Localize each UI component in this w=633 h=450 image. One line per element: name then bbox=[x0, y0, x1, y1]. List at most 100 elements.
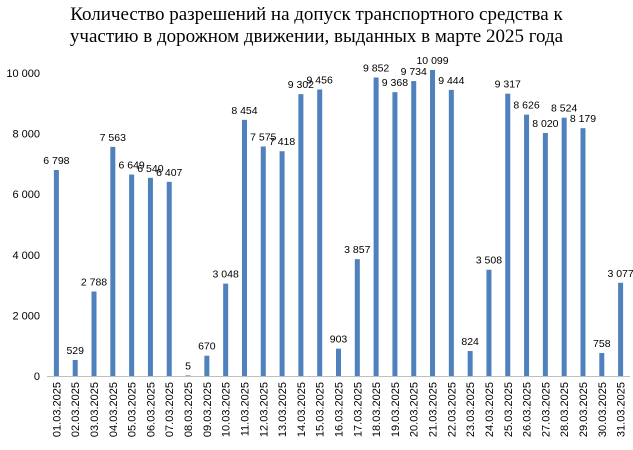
x-tick-label: 08.03.2025 bbox=[183, 382, 195, 437]
x-tick-label: 04.03.2025 bbox=[108, 382, 120, 437]
bar bbox=[72, 359, 78, 376]
x-tick-label: 01.03.2025 bbox=[51, 382, 63, 437]
bar bbox=[467, 351, 473, 376]
bar bbox=[430, 70, 436, 376]
data-label: 8 524 bbox=[551, 103, 577, 115]
data-label: 824 bbox=[461, 336, 479, 348]
x-tick-label: 10.03.2025 bbox=[221, 382, 233, 437]
x-tick-label: 21.03.2025 bbox=[428, 382, 440, 437]
chart-title: Количество разрешений на допуск транспор… bbox=[0, 4, 633, 48]
data-label: 8 626 bbox=[513, 100, 539, 112]
x-tick-label: 28.03.2025 bbox=[559, 382, 571, 437]
x-tick-label: 17.03.2025 bbox=[352, 382, 364, 437]
bar bbox=[91, 291, 97, 376]
bar bbox=[618, 282, 624, 376]
bar bbox=[147, 177, 153, 376]
bar bbox=[260, 146, 266, 376]
x-tick-label: 25.03.2025 bbox=[503, 382, 515, 437]
bar bbox=[354, 259, 360, 376]
data-label: 529 bbox=[66, 345, 84, 357]
bar bbox=[505, 93, 511, 377]
data-label: 6 798 bbox=[43, 155, 69, 167]
bar bbox=[561, 117, 567, 376]
data-label: 10 099 bbox=[416, 55, 448, 67]
chart-title-line-1: Количество разрешений на допуск транспор… bbox=[70, 4, 563, 25]
bar bbox=[279, 151, 285, 376]
data-label: 758 bbox=[593, 338, 611, 350]
data-label: 9 456 bbox=[307, 74, 333, 86]
x-tick-label: 18.03.2025 bbox=[371, 382, 383, 437]
x-tick-label: 29.03.2025 bbox=[578, 382, 590, 437]
x-tick-label: 13.03.2025 bbox=[277, 382, 289, 437]
x-tick-label: 15.03.2025 bbox=[315, 382, 327, 437]
data-label: 7 563 bbox=[100, 132, 126, 144]
x-tick-label: 24.03.2025 bbox=[484, 382, 496, 437]
data-label: 9 302 bbox=[288, 79, 314, 91]
data-label: 6 649 bbox=[118, 160, 144, 172]
x-tick-label: 02.03.2025 bbox=[70, 382, 82, 437]
bar bbox=[524, 114, 530, 376]
data-label: 3 048 bbox=[213, 269, 239, 281]
bar bbox=[317, 89, 323, 376]
bar bbox=[241, 119, 247, 376]
x-tick-label: 31.03.2025 bbox=[616, 382, 628, 437]
data-label: 9 368 bbox=[382, 77, 408, 89]
bar bbox=[185, 375, 191, 376]
bar bbox=[580, 128, 586, 376]
bar bbox=[336, 348, 341, 376]
x-tick-label: 07.03.2025 bbox=[164, 382, 176, 437]
data-label: 9 852 bbox=[363, 62, 389, 74]
data-label: 3 077 bbox=[607, 268, 633, 280]
bar bbox=[448, 89, 454, 376]
data-label: 3 508 bbox=[476, 255, 502, 267]
y-tick-label: 4 000 bbox=[12, 250, 40, 262]
x-tick-label: 27.03.2025 bbox=[540, 382, 552, 437]
bar bbox=[223, 283, 229, 376]
y-tick-label: 2 000 bbox=[12, 310, 40, 322]
x-tick-label: 14.03.2025 bbox=[296, 382, 308, 437]
x-tick-label: 30.03.2025 bbox=[597, 382, 609, 437]
data-label: 2 788 bbox=[81, 277, 107, 289]
x-tick-label: 03.03.2025 bbox=[89, 382, 101, 437]
bar bbox=[110, 146, 116, 376]
x-tick-label: 20.03.2025 bbox=[409, 382, 421, 437]
bar bbox=[486, 269, 492, 376]
x-tick-label: 09.03.2025 bbox=[202, 382, 214, 437]
bar bbox=[129, 174, 135, 376]
bar bbox=[599, 353, 605, 376]
bar bbox=[411, 81, 417, 376]
x-tick-label: 12.03.2025 bbox=[258, 382, 270, 437]
x-tick-label: 11.03.2025 bbox=[239, 382, 251, 436]
bar bbox=[204, 355, 210, 376]
data-label: 903 bbox=[330, 334, 348, 346]
data-label: 9 317 bbox=[495, 79, 521, 91]
x-tick-label: 23.03.2025 bbox=[465, 382, 477, 437]
data-label: 9 734 bbox=[401, 66, 427, 78]
y-tick-label: 0 bbox=[34, 371, 40, 383]
x-tick-label: 19.03.2025 bbox=[390, 382, 402, 437]
x-tick-label: 06.03.2025 bbox=[145, 382, 157, 437]
data-label: 3 857 bbox=[344, 244, 370, 256]
data-label: 6 540 bbox=[137, 163, 163, 175]
bar bbox=[373, 77, 379, 376]
x-tick-label: 16.03.2025 bbox=[334, 382, 346, 437]
x-tick-label: 26.03.2025 bbox=[522, 382, 534, 437]
data-label: 9 444 bbox=[438, 75, 464, 87]
data-label: 5 bbox=[185, 360, 191, 372]
x-tick-label: 05.03.2025 bbox=[127, 382, 139, 437]
y-tick-label: 6 000 bbox=[12, 189, 40, 201]
data-label: 670 bbox=[198, 341, 216, 353]
data-label: 7 418 bbox=[269, 136, 295, 148]
data-label: 8 454 bbox=[231, 105, 257, 117]
data-label: 6 407 bbox=[156, 167, 182, 179]
data-label: 8 020 bbox=[532, 118, 558, 130]
bar bbox=[166, 181, 172, 376]
data-label: 8 179 bbox=[570, 113, 596, 125]
bar bbox=[542, 132, 548, 376]
bar bbox=[53, 170, 59, 376]
bar bbox=[298, 94, 304, 376]
y-tick-label: 8 000 bbox=[12, 129, 40, 141]
data-label: 7 575 bbox=[250, 131, 276, 143]
